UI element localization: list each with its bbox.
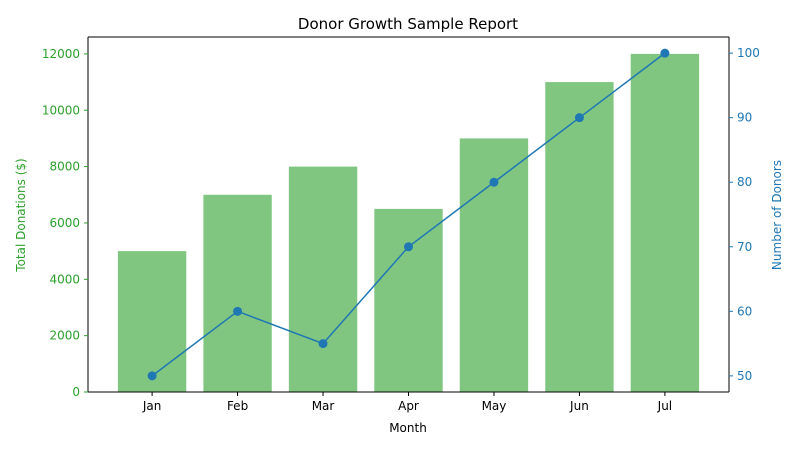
y-right-tick-label: 70 (737, 240, 752, 254)
x-tick-label: May (482, 399, 507, 413)
bar-jun (545, 82, 614, 392)
x-axis-label: Month (389, 421, 427, 435)
donor-point-mar (318, 339, 328, 349)
y-left-tick-label: 4000 (49, 272, 80, 286)
bar-jul (630, 53, 700, 393)
x-tick-label: Mar (312, 399, 335, 413)
bar-mar (288, 166, 358, 392)
y-right-tick-label: 50 (737, 369, 752, 383)
y-right-tick-label: 100 (737, 46, 760, 60)
donor-point-jul (660, 48, 670, 58)
donor-point-jan (147, 371, 157, 381)
x-tick-label: Jan (142, 399, 162, 413)
donor-point-jun (574, 113, 584, 123)
line-layer (147, 48, 670, 381)
x-tick-label: Jun (569, 399, 589, 413)
y-right-tick-label: 90 (737, 111, 752, 125)
x-tick-label: Jul (657, 399, 672, 413)
y-right-tick-label: 60 (737, 304, 752, 318)
y-right-axis-label: Number of Donors (770, 160, 784, 270)
axes-layer: Jan Feb Mar Apr May Jun Jul 0 2000 4000 6000 8000 10… (42, 36, 760, 413)
y-left-tick-label: 12000 (42, 47, 80, 61)
y-left-axis-label: Total Donations ($) (14, 158, 28, 272)
bar-feb (203, 194, 272, 392)
y-left-tick-label: 2000 (49, 329, 80, 343)
bar-apr (374, 208, 443, 392)
donor-point-apr (404, 242, 413, 252)
x-tick-label: Apr (398, 399, 419, 413)
bar-may (459, 138, 529, 392)
y-left-tick-label: 10000 (42, 103, 80, 117)
y-left-tick-label: 8000 (49, 160, 80, 174)
y-left-tick-label: 6000 (49, 216, 80, 230)
donor-point-feb (233, 306, 243, 316)
bar-jan (117, 251, 187, 392)
y-right-tick-label: 80 (737, 175, 752, 189)
donor-point-may (489, 177, 499, 187)
x-tick-label: Feb (227, 399, 248, 413)
bars-layer (117, 53, 700, 393)
y-left-tick-label: 0 (72, 385, 80, 399)
chart-title: Donor Growth Sample Report (298, 15, 518, 33)
